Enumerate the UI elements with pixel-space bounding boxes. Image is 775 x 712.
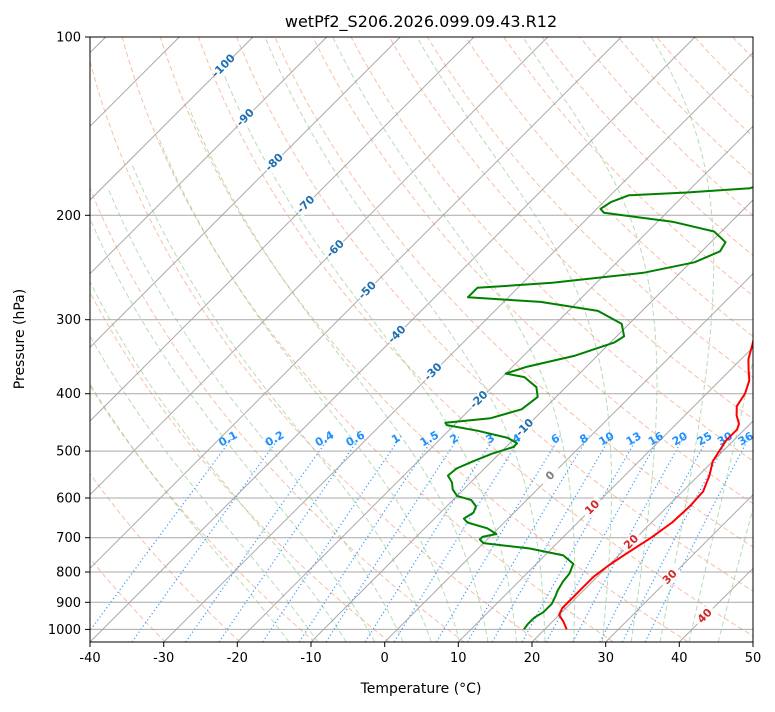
y-tick-label: 700 xyxy=(56,531,81,546)
x-tick-label: -10 xyxy=(300,651,321,666)
y-tick-label: 900 xyxy=(56,596,81,611)
x-tick-label: 0 xyxy=(381,651,389,666)
x-axis-label: Temperature (°C) xyxy=(360,681,482,697)
x-tick-label: 20 xyxy=(524,651,541,666)
x-tick-label: 50 xyxy=(745,651,762,666)
y-tick-label: 1000 xyxy=(48,623,81,638)
y-tick-label: 800 xyxy=(56,566,81,581)
y-tick-label: 200 xyxy=(56,209,81,224)
x-tick-label: 10 xyxy=(450,651,467,666)
x-tick-label: 30 xyxy=(597,651,614,666)
y-axis-label: Pressure (hPa) xyxy=(12,289,28,389)
x-tick-label: 40 xyxy=(671,651,688,666)
y-tick-label: 400 xyxy=(56,387,81,402)
isotherm xyxy=(753,37,775,642)
y-tick-label: 600 xyxy=(56,492,81,507)
x-axis: -40 -30 -20 -10 0 10 20 30 40 50 xyxy=(79,642,761,666)
x-tick-label: -40 xyxy=(79,651,100,666)
y-axis: 100 200 300 400 500 600 700 800 900 1000 xyxy=(48,31,90,638)
x-tick-label: -20 xyxy=(227,651,248,666)
dry-adiabat xyxy=(771,37,775,642)
chart-title: wetPf2_S206.2026.099.09.43.R12 xyxy=(285,12,557,32)
y-tick-label: 300 xyxy=(56,313,81,328)
x-tick-label: -30 xyxy=(153,651,174,666)
y-tick-label: 100 xyxy=(56,31,81,46)
y-tick-label: 500 xyxy=(56,445,81,460)
